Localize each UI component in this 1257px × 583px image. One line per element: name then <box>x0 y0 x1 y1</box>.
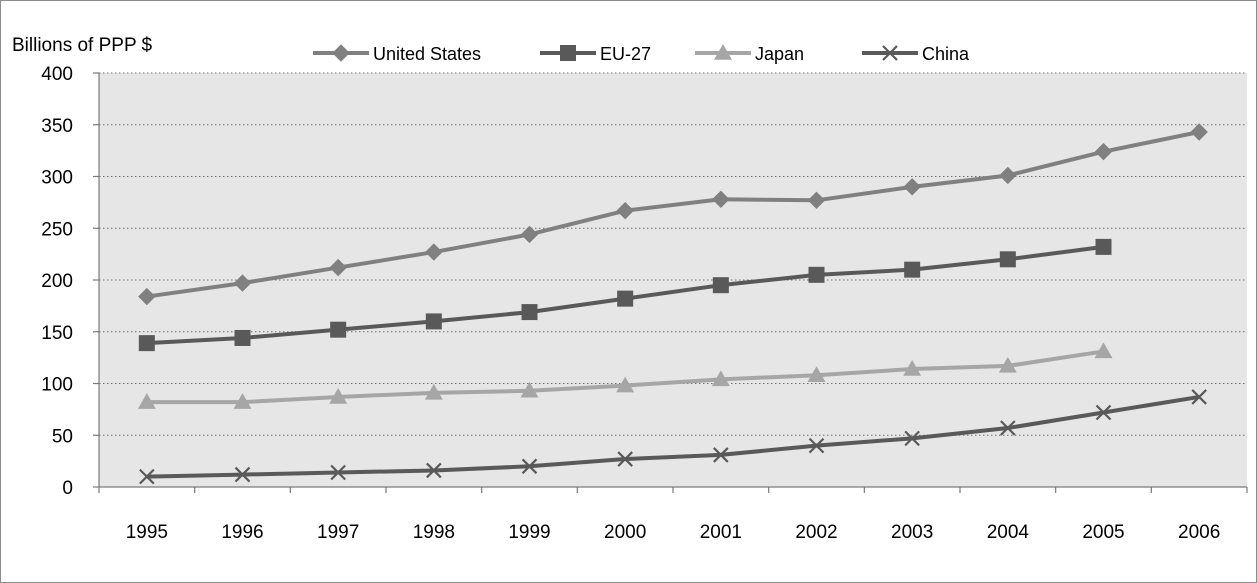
data-point-eu-27 <box>808 266 825 283</box>
x-tick-label: 2002 <box>795 522 837 543</box>
data-point-eu-27 <box>1095 238 1112 255</box>
data-point-japan <box>807 366 826 382</box>
legend-item-eu-27: EU-27 <box>540 44 651 64</box>
y-tick-label: 250 <box>41 219 73 240</box>
data-point-japan <box>711 370 730 387</box>
data-point-eu-27 <box>521 304 538 321</box>
legend: United States EU-27 Japan China <box>313 44 970 64</box>
data-point-china <box>521 458 538 475</box>
legend-marker <box>560 45 576 61</box>
data-point-china <box>617 451 633 467</box>
y-tick-label: 100 <box>41 375 73 396</box>
data-point-united-states <box>233 274 252 292</box>
series-line-united-states <box>146 130 1200 299</box>
legend-label: China <box>922 44 970 64</box>
data-point-china <box>330 464 346 481</box>
y-tick-label: 0 <box>62 478 73 499</box>
data-point-china <box>426 462 442 479</box>
legend-label: United States <box>373 44 481 64</box>
x-tick-label: 2000 <box>604 522 646 543</box>
x-tick-label: 1996 <box>221 522 263 543</box>
data-point-china <box>713 447 729 463</box>
data-point-united-states <box>903 178 921 196</box>
x-tick-label: 2006 <box>1178 522 1220 543</box>
data-point-united-states <box>138 287 156 306</box>
y-axis-label: Billions of PPP $ <box>12 35 153 56</box>
y-tick-label: 200 <box>41 271 73 292</box>
data-point-eu-27 <box>138 335 155 352</box>
series-china <box>139 389 1207 485</box>
legend-item-united-states: United States <box>313 44 481 64</box>
gridlines <box>99 72 1247 436</box>
x-tick-label: 1997 <box>317 522 359 543</box>
legend-label: EU-27 <box>600 44 651 64</box>
data-point-japan <box>424 383 443 400</box>
x-tick-label: 2001 <box>700 522 742 543</box>
data-point-japan <box>903 360 922 376</box>
data-point-japan <box>998 356 1017 373</box>
data-point-eu-27 <box>904 261 921 278</box>
data-point-eu-27 <box>617 290 634 307</box>
data-point-japan <box>520 381 539 398</box>
data-point-china <box>234 466 251 483</box>
y-tick-label: 300 <box>41 168 73 189</box>
series-eu-27 <box>138 238 1112 352</box>
data-point-china <box>139 468 155 485</box>
series-lines <box>137 123 1208 485</box>
legend-marker <box>714 44 732 60</box>
data-point-eu-27 <box>425 313 442 330</box>
legend-marker <box>332 44 350 62</box>
data-point-japan <box>1094 342 1113 359</box>
series-japan <box>137 342 1113 409</box>
data-point-japan <box>616 376 635 393</box>
data-point-united-states <box>712 190 730 208</box>
data-point-china <box>808 437 825 454</box>
data-point-united-states <box>425 243 443 261</box>
x-tick-label: 1998 <box>413 522 455 543</box>
data-point-united-states <box>999 166 1017 185</box>
data-point-japan <box>137 393 156 409</box>
y-tick-labels: 0 50 100 150 200 250 300 350 400 <box>41 64 73 499</box>
data-point-eu-27 <box>234 329 251 346</box>
data-point-united-states <box>616 201 634 220</box>
y-tick-label: 350 <box>41 116 73 137</box>
x-tick-label: 2004 <box>987 522 1030 543</box>
data-point-china <box>904 430 920 447</box>
x-tick-label: 1995 <box>126 522 168 543</box>
data-point-united-states <box>1190 123 1208 141</box>
data-point-eu-27 <box>330 321 347 338</box>
data-point-united-states <box>520 225 539 244</box>
y-tick-label: 400 <box>41 64 73 85</box>
data-point-united-states <box>1094 142 1113 161</box>
legend-item-china: China <box>862 44 970 64</box>
data-point-united-states <box>807 191 826 210</box>
data-point-united-states <box>329 258 347 277</box>
data-point-japan <box>329 387 348 404</box>
legend-label: Japan <box>755 44 804 64</box>
legend-marker <box>882 45 898 61</box>
series-united-states <box>138 123 1208 306</box>
y-tick-label: 150 <box>41 323 73 344</box>
x-tick-label: 2005 <box>1082 522 1124 543</box>
legend-item-japan: Japan <box>695 44 804 64</box>
data-point-china <box>1000 420 1016 436</box>
data-point-eu-27 <box>712 277 729 294</box>
axes <box>93 72 1248 493</box>
x-tick-labels: 1995 1996 1997 1998 1999 2000 2001 2002 2003 2004… <box>126 522 1221 543</box>
data-point-china <box>1191 389 1207 405</box>
data-point-china <box>1095 404 1112 421</box>
data-point-japan <box>233 393 252 409</box>
x-tick-label: 2003 <box>891 522 933 543</box>
x-tick-label: 1999 <box>508 522 550 543</box>
y-tick-label: 50 <box>52 426 73 447</box>
series-line-china <box>146 394 1200 479</box>
data-point-eu-27 <box>999 251 1016 268</box>
